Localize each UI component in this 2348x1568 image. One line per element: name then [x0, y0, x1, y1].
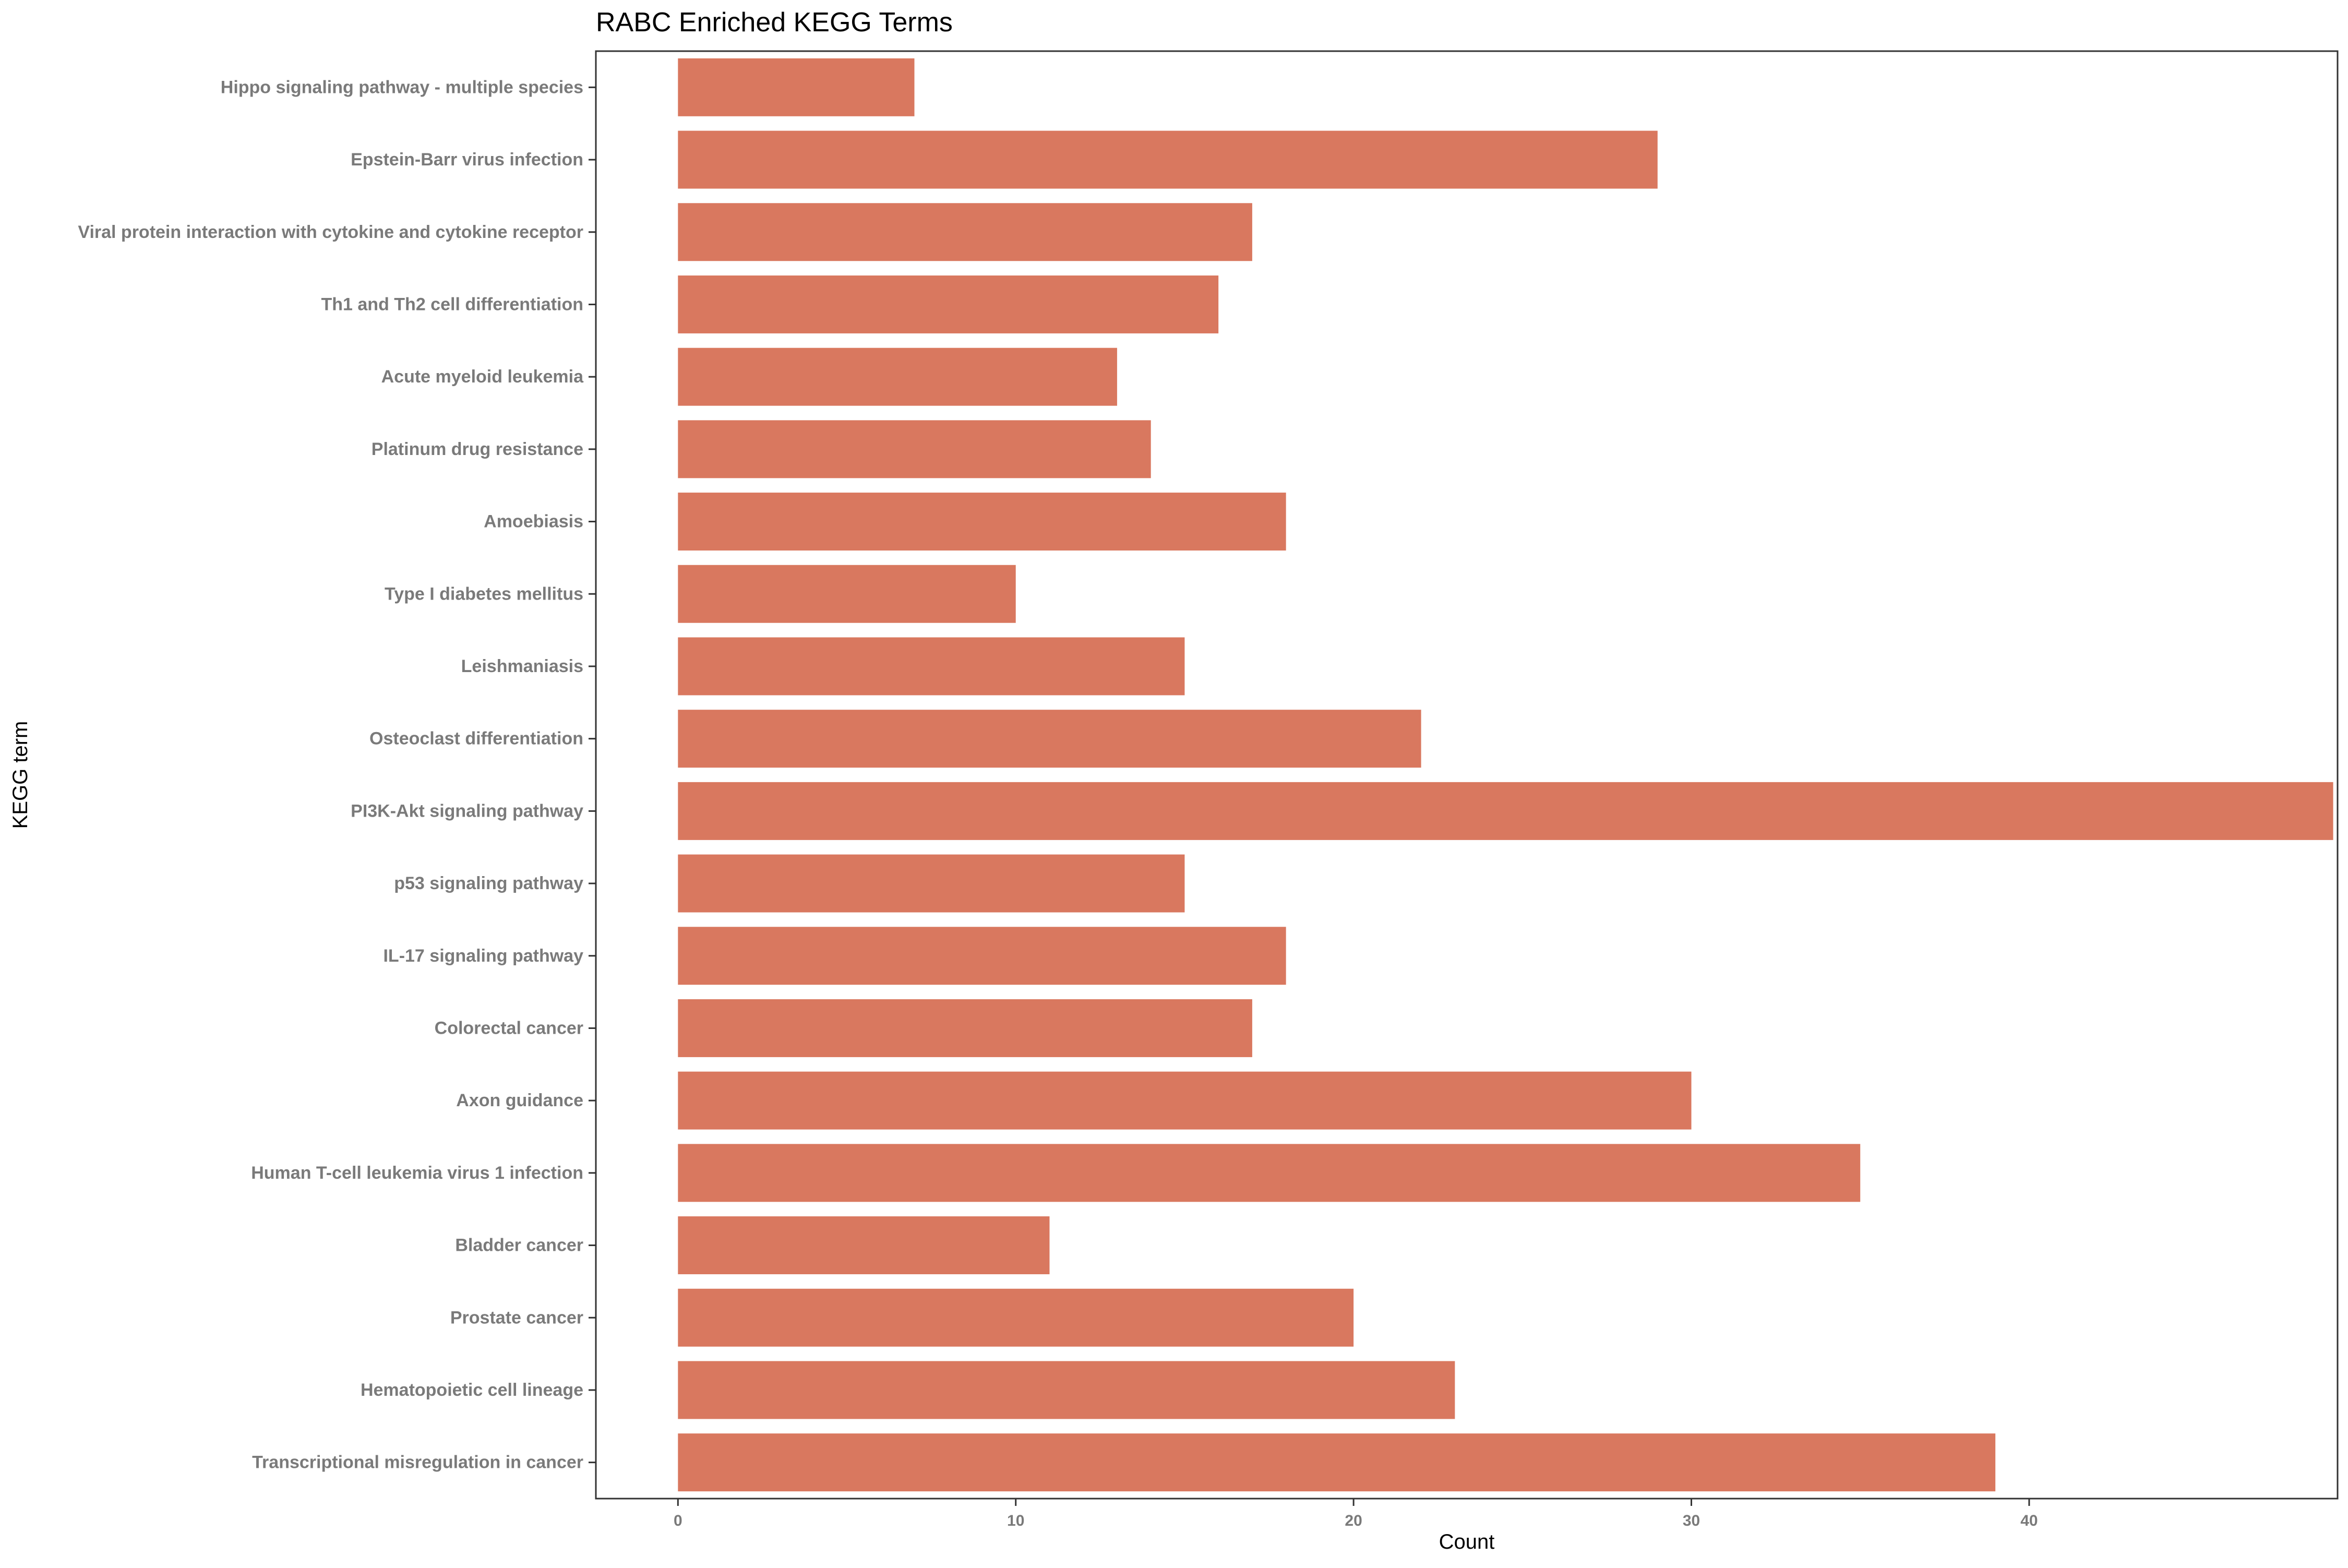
bar	[678, 1216, 1050, 1275]
x-tick-label: 40	[2020, 1512, 2038, 1529]
y-tick-label: Platinum drug resistance	[372, 439, 583, 459]
chart-title: RABC Enriched KEGG Terms	[596, 7, 953, 38]
bar	[678, 1433, 1996, 1492]
bar	[678, 1071, 1692, 1130]
y-tick-label: Amoebiasis	[484, 512, 583, 532]
y-tick-label: Type I diabetes mellitus	[385, 584, 583, 604]
bar	[678, 999, 1252, 1057]
bar	[678, 420, 1151, 478]
bar	[678, 927, 1286, 985]
y-tick-label: Viral protein interaction with cytokine …	[78, 222, 583, 242]
x-axis: 01020304050	[674, 1499, 2038, 1529]
bar	[678, 637, 1185, 696]
y-tick-label: Hematopoietic cell lineage	[361, 1380, 583, 1400]
y-axis-title: KEGG term	[9, 721, 32, 829]
x-tick-label: 10	[1007, 1512, 1024, 1529]
y-tick-label: Human T-cell leukemia virus 1 infection	[251, 1163, 583, 1183]
y-tick-label: Acute myeloid leukemia	[381, 367, 584, 387]
y-tick-label: Colorectal cancer	[435, 1018, 583, 1038]
y-tick-label: Transcriptional misregulation in cancer	[252, 1453, 583, 1473]
x-tick-label: 20	[1345, 1512, 1362, 1529]
y-tick-label: Osteoclast differentiation	[369, 729, 583, 749]
bar	[678, 203, 1252, 261]
bar	[678, 854, 1185, 913]
x-tick-label: 30	[1683, 1512, 1700, 1529]
y-axis: Hippo signaling pathway - multiple speci…	[78, 77, 596, 1473]
bar	[678, 710, 1421, 768]
bar	[678, 782, 2333, 840]
bar	[678, 1288, 1354, 1347]
bar	[678, 130, 1658, 189]
bar	[678, 58, 915, 116]
y-tick-label: Prostate cancer	[450, 1308, 583, 1327]
plot-frame	[595, 50, 2339, 1500]
y-tick-label: Bladder cancer	[455, 1236, 583, 1255]
y-tick-label: PI3K-Akt signaling pathway	[351, 801, 583, 821]
bar	[678, 1144, 1861, 1202]
x-axis-title: Count	[1439, 1530, 1495, 1553]
y-tick-label: Epstein-Barr virus infection	[351, 150, 583, 170]
bar	[678, 275, 1219, 333]
y-tick-label: Leishmaniasis	[461, 656, 583, 676]
bar	[678, 348, 1117, 406]
y-tick-label: p53 signaling pathway	[394, 873, 583, 893]
bar	[678, 493, 1286, 551]
bar	[678, 1361, 1455, 1419]
bars-layer	[678, 58, 2333, 1492]
y-tick-label: Hippo signaling pathway - multiple speci…	[221, 77, 583, 97]
bar	[678, 565, 1016, 623]
y-tick-label: Axon guidance	[456, 1091, 583, 1110]
y-tick-label: IL-17 signaling pathway	[383, 946, 583, 966]
y-tick-label: Th1 and Th2 cell differentiation	[321, 294, 584, 314]
x-tick-label: 0	[674, 1512, 682, 1529]
